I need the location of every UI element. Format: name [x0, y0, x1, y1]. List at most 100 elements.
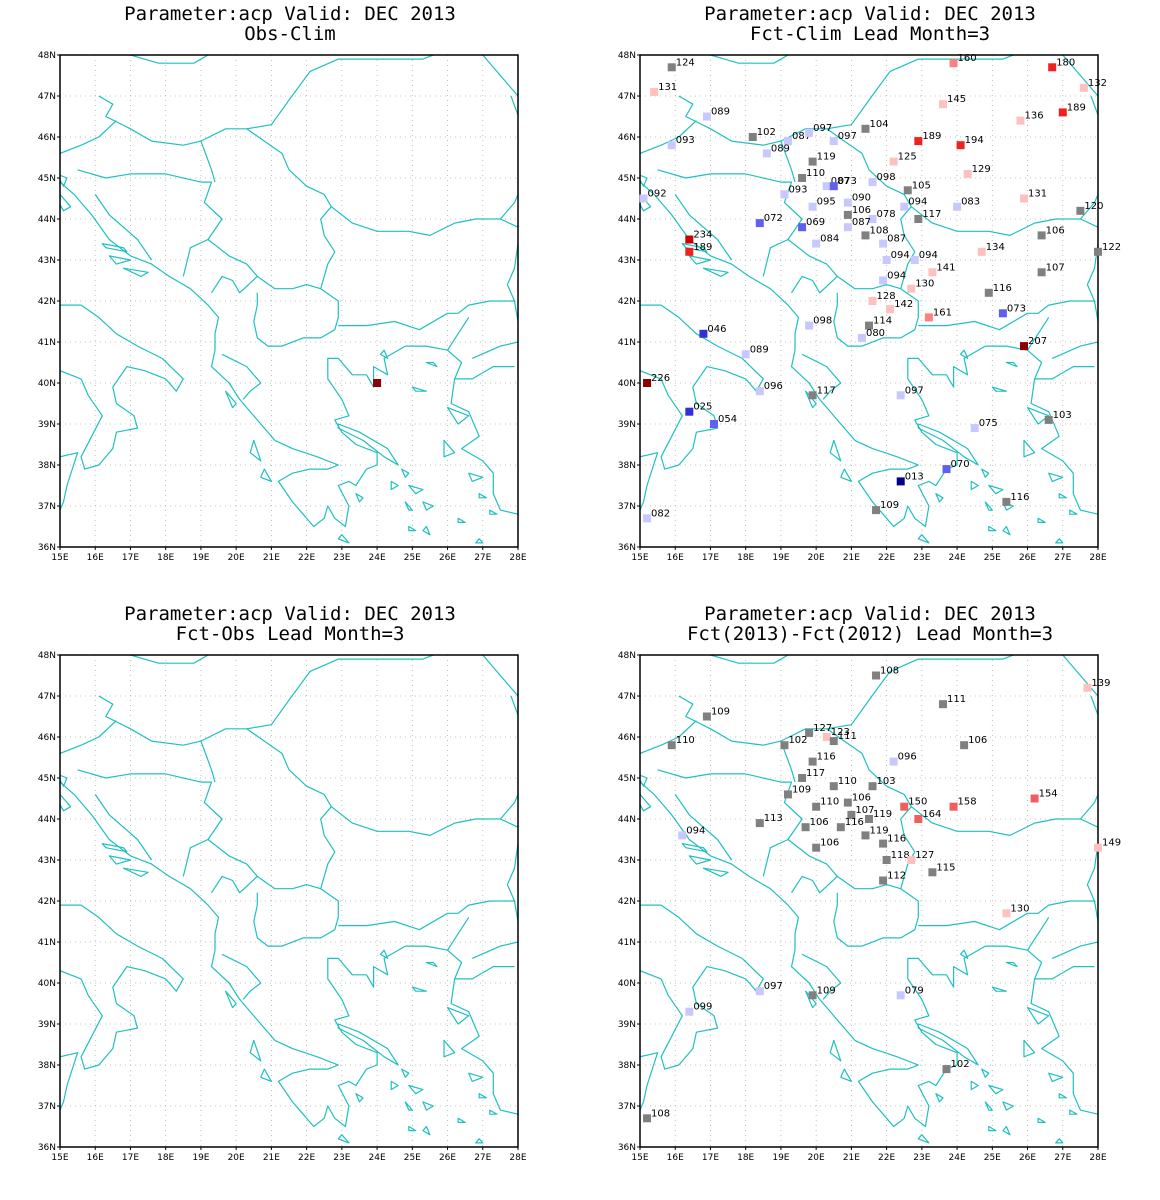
station-label: 083 — [961, 197, 980, 208]
panel-title-line1: Parameter:acp Valid: DEC 2013 — [124, 3, 456, 25]
station-marker — [667, 63, 676, 72]
station-marker — [900, 202, 909, 211]
island — [917, 423, 979, 466]
y-tick-label: 47N — [618, 692, 636, 702]
border — [918, 655, 1098, 697]
x-tick-label: 18E — [157, 553, 174, 563]
y-tick-label: 40N — [618, 979, 636, 989]
station-label: 094 — [919, 250, 938, 261]
station-marker — [1002, 497, 1011, 506]
station-marker — [798, 774, 807, 782]
y-tick-label: 47N — [618, 92, 636, 102]
coastline — [60, 181, 515, 528]
y-tick-label: 38N — [618, 1061, 636, 1071]
coastline — [1086, 842, 1098, 922]
station-label: 189 — [1067, 102, 1086, 113]
station-marker — [865, 321, 873, 330]
map-fct-clim: 15E 16E 17E 18E 19E 20E 21E 22E 23E 24E 25E 26E 27E 2… — [618, 51, 1121, 563]
island — [225, 990, 237, 1009]
x-tick-label: 22E — [298, 553, 315, 563]
y-tick-label: 45N — [38, 174, 56, 184]
island — [702, 267, 729, 277]
island — [60, 174, 68, 187]
y-tick-label: 38N — [38, 461, 56, 471]
station-marker — [373, 379, 382, 387]
panel-title-line1: Parameter:acp Valid: DEC 2013 — [704, 603, 1036, 625]
x-tick-label: 26E — [1019, 553, 1036, 563]
station-label: 070 — [951, 459, 970, 470]
x-tick-label: 25E — [984, 1153, 1001, 1163]
station-label: 123 — [831, 727, 850, 738]
island — [249, 439, 262, 462]
island — [260, 468, 272, 482]
border — [77, 169, 223, 277]
station-label: 160 — [958, 53, 977, 64]
island — [108, 255, 132, 265]
grid — [60, 655, 518, 1147]
station-marker — [907, 284, 916, 293]
station-marker — [643, 1114, 652, 1123]
island — [468, 1072, 484, 1082]
border — [640, 720, 697, 754]
x-tick-label: 24E — [369, 1153, 386, 1163]
x-tick-label: 20E — [808, 1153, 825, 1163]
island — [108, 855, 132, 865]
station-label: 136 — [1024, 111, 1043, 122]
island — [829, 439, 842, 462]
island — [478, 1093, 487, 1099]
island — [443, 439, 456, 458]
coastline — [506, 842, 518, 922]
x-tick-label: 18E — [157, 1153, 174, 1163]
panel-title-line2: Fct(2013)-Fct(2012) Lead Month=3 — [686, 623, 1054, 645]
y-tick-label: 43N — [618, 256, 636, 266]
panel-obs-clim: Parameter:acp Valid: DEC 2013 Obs-Clim 1… — [0, 0, 580, 600]
station-label: 127 — [813, 723, 832, 734]
island — [640, 774, 648, 787]
station-marker — [868, 215, 877, 223]
island — [1037, 1117, 1046, 1124]
map-frame — [59, 54, 519, 548]
station-marker — [780, 741, 789, 750]
coastline — [640, 304, 764, 470]
border — [910, 806, 1098, 836]
island — [688, 855, 712, 865]
station-label: 079 — [905, 985, 924, 996]
island — [935, 1093, 944, 1103]
x-tick-label: 28E — [509, 1153, 526, 1163]
station-label: 103 — [877, 776, 896, 787]
island — [390, 480, 399, 491]
station-label: 099 — [693, 1002, 712, 1013]
station-marker — [1044, 415, 1053, 424]
station-marker — [879, 239, 888, 248]
station-marker — [1037, 268, 1046, 277]
grid — [640, 655, 1098, 1147]
x-tick-label: 21E — [843, 1153, 860, 1163]
station-label: 154 — [1039, 789, 1058, 800]
station-marker — [914, 215, 923, 223]
panel-title-line2: Fct-Clim Lead Month=3 — [749, 23, 991, 45]
station-label: 116 — [887, 834, 906, 845]
station-label: 120 — [1084, 201, 1103, 212]
station-label: 161 — [933, 307, 952, 318]
x-tick-label: 27E — [1054, 1153, 1071, 1163]
island — [970, 1080, 979, 1091]
x-tick-label: 21E — [263, 553, 280, 563]
coastline — [1086, 242, 1098, 322]
y-tick-label: 37N — [618, 502, 636, 512]
y-tick-label: 43N — [38, 856, 56, 866]
station-label: 110 — [676, 735, 695, 746]
y-tick-label: 40N — [38, 979, 56, 989]
coastline — [450, 378, 518, 515]
x-tick-label: 27E — [474, 553, 491, 563]
station-marker — [822, 182, 831, 191]
y-tick-label: 48N — [618, 651, 636, 661]
island — [408, 484, 424, 495]
x-tick-label: 28E — [1089, 553, 1106, 563]
border — [1090, 95, 1098, 117]
station-label: 109 — [792, 784, 811, 795]
station-label: 117 — [817, 385, 836, 396]
station-label: 124 — [676, 57, 695, 68]
island — [988, 1125, 997, 1132]
station-marker — [900, 802, 909, 811]
station-label: 119 — [817, 152, 836, 163]
